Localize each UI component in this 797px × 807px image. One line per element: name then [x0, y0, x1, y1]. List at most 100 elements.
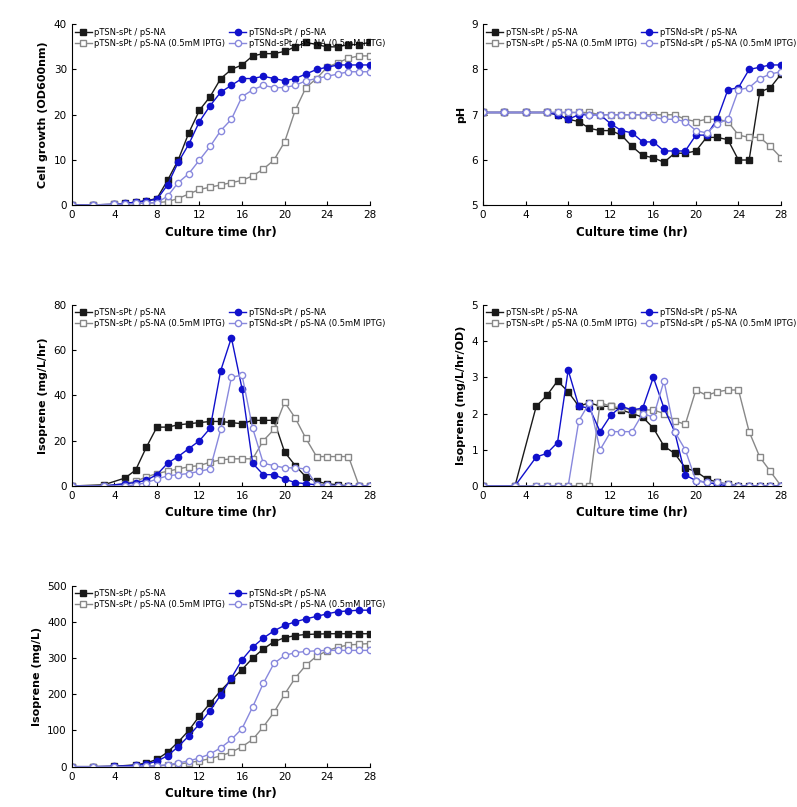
pTSN-sPt / pS-NA	[563, 387, 573, 397]
pTSNd-sPt / pS-NA	[248, 458, 257, 468]
pTSN-sPt / pS-NA (0.5mM IPTG)	[323, 452, 332, 462]
pTSN-sPt / pS-NA (0.5mM IPTG)	[323, 62, 332, 72]
pTSNd-sPt / pS-NA (0.5mM IPTG)	[365, 67, 375, 77]
pTSNd-sPt / pS-NA	[333, 481, 343, 491]
pTSNd-sPt / pS-NA (0.5mM IPTG)	[702, 478, 712, 487]
pTSN-sPt / pS-NA (0.5mM IPTG)	[713, 387, 722, 397]
pTSNd-sPt / pS-NA	[755, 481, 764, 491]
Legend: pTSN-sPt / pS-NA, pTSN-sPt / pS-NA (0.5mM IPTG), pTSNd-sPt / pS-NA, pTSNd-sPt / : pTSN-sPt / pS-NA, pTSN-sPt / pS-NA (0.5m…	[74, 307, 386, 329]
pTSNd-sPt / pS-NA	[333, 60, 343, 69]
pTSNd-sPt / pS-NA (0.5mM IPTG)	[174, 178, 183, 187]
Line: pTSNd-sPt / pS-NA (0.5mM IPTG): pTSNd-sPt / pS-NA (0.5mM IPTG)	[69, 647, 373, 770]
pTSN-sPt / pS-NA	[606, 126, 615, 136]
pTSN-sPt / pS-NA	[723, 135, 732, 144]
pTSNd-sPt / pS-NA	[184, 731, 194, 741]
pTSNd-sPt / pS-NA	[532, 452, 541, 462]
pTSNd-sPt / pS-NA	[734, 83, 744, 93]
pTSN-sPt / pS-NA	[691, 146, 701, 156]
pTSN-sPt / pS-NA	[206, 416, 215, 426]
pTSNd-sPt / pS-NA	[627, 128, 637, 138]
pTSN-sPt / pS-NA	[365, 37, 375, 47]
pTSN-sPt / pS-NA (0.5mM IPTG)	[365, 481, 375, 491]
pTSN-sPt / pS-NA (0.5mM IPTG)	[269, 155, 279, 165]
pTSNd-sPt / pS-NA (0.5mM IPTG)	[258, 679, 268, 688]
pTSNd-sPt / pS-NA	[585, 110, 595, 119]
pTSN-sPt / pS-NA	[269, 637, 279, 646]
pTSNd-sPt / pS-NA	[141, 475, 151, 485]
pTSN-sPt / pS-NA (0.5mM IPTG)	[553, 481, 563, 491]
Legend: pTSN-sPt / pS-NA, pTSN-sPt / pS-NA (0.5mM IPTG), pTSNd-sPt / pS-NA, pTSNd-sPt / : pTSN-sPt / pS-NA, pTSN-sPt / pS-NA (0.5m…	[485, 27, 797, 48]
pTSN-sPt / pS-NA	[184, 128, 194, 138]
pTSNd-sPt / pS-NA (0.5mM IPTG)	[520, 107, 530, 117]
pTSNd-sPt / pS-NA	[141, 759, 151, 769]
pTSN-sPt / pS-NA	[344, 40, 353, 49]
pTSN-sPt / pS-NA	[226, 418, 236, 428]
pTSNd-sPt / pS-NA (0.5mM IPTG)	[258, 458, 268, 468]
pTSNd-sPt / pS-NA (0.5mM IPTG)	[532, 481, 541, 491]
pTSN-sPt / pS-NA	[258, 48, 268, 58]
pTSNd-sPt / pS-NA	[184, 140, 194, 149]
pTSNd-sPt / pS-NA (0.5mM IPTG)	[216, 126, 226, 136]
pTSNd-sPt / pS-NA	[478, 481, 488, 491]
pTSN-sPt / pS-NA	[248, 653, 257, 663]
pTSN-sPt / pS-NA	[238, 60, 247, 69]
Line: pTSN-sPt / pS-NA (0.5mM IPTG): pTSN-sPt / pS-NA (0.5mM IPTG)	[480, 387, 784, 489]
pTSN-sPt / pS-NA (0.5mM IPTG)	[585, 481, 595, 491]
pTSN-sPt / pS-NA	[163, 176, 172, 186]
pTSN-sPt / pS-NA	[323, 629, 332, 638]
pTSNd-sPt / pS-NA	[510, 481, 520, 491]
pTSN-sPt / pS-NA	[194, 418, 204, 428]
pTSNd-sPt / pS-NA	[355, 605, 364, 615]
pTSNd-sPt / pS-NA (0.5mM IPTG)	[131, 199, 140, 208]
pTSNd-sPt / pS-NA	[226, 332, 236, 342]
pTSNd-sPt / pS-NA (0.5mM IPTG)	[290, 463, 300, 473]
pTSNd-sPt / pS-NA (0.5mM IPTG)	[152, 475, 162, 484]
pTSNd-sPt / pS-NA	[258, 72, 268, 82]
pTSN-sPt / pS-NA (0.5mM IPTG)	[691, 117, 701, 127]
pTSNd-sPt / pS-NA	[163, 751, 172, 761]
pTSN-sPt / pS-NA	[659, 441, 669, 451]
pTSNd-sPt / pS-NA	[238, 384, 247, 394]
pTSNd-sPt / pS-NA (0.5mM IPTG)	[333, 646, 343, 655]
pTSNd-sPt / pS-NA	[638, 137, 647, 147]
pTSN-sPt / pS-NA (0.5mM IPTG)	[131, 199, 140, 208]
Line: pTSNd-sPt / pS-NA (0.5mM IPTG): pTSNd-sPt / pS-NA (0.5mM IPTG)	[69, 69, 373, 208]
pTSNd-sPt / pS-NA (0.5mM IPTG)	[163, 471, 172, 481]
pTSNd-sPt / pS-NA (0.5mM IPTG)	[627, 110, 637, 119]
pTSNd-sPt / pS-NA	[67, 481, 77, 491]
pTSNd-sPt / pS-NA (0.5mM IPTG)	[280, 83, 289, 93]
pTSN-sPt / pS-NA (0.5mM IPTG)	[238, 742, 247, 751]
pTSN-sPt / pS-NA (0.5mM IPTG)	[163, 760, 172, 770]
pTSNd-sPt / pS-NA (0.5mM IPTG)	[585, 398, 595, 408]
pTSNd-sPt / pS-NA	[152, 194, 162, 204]
pTSNd-sPt / pS-NA	[595, 110, 605, 119]
pTSN-sPt / pS-NA	[141, 443, 151, 453]
pTSNd-sPt / pS-NA	[238, 655, 247, 665]
pTSNd-sPt / pS-NA	[365, 605, 375, 615]
pTSN-sPt / pS-NA	[520, 107, 530, 117]
pTSNd-sPt / pS-NA	[99, 481, 108, 491]
pTSNd-sPt / pS-NA (0.5mM IPTG)	[280, 650, 289, 660]
pTSNd-sPt / pS-NA	[312, 480, 321, 490]
pTSN-sPt / pS-NA (0.5mM IPTG)	[301, 83, 311, 93]
pTSNd-sPt / pS-NA	[520, 107, 530, 117]
pTSN-sPt / pS-NA (0.5mM IPTG)	[258, 165, 268, 174]
pTSN-sPt / pS-NA	[681, 148, 690, 158]
pTSN-sPt / pS-NA (0.5mM IPTG)	[766, 141, 775, 151]
pTSN-sPt / pS-NA (0.5mM IPTG)	[269, 424, 279, 434]
pTSN-sPt / pS-NA (0.5mM IPTG)	[163, 466, 172, 476]
pTSN-sPt / pS-NA	[542, 107, 552, 117]
pTSN-sPt / pS-NA	[478, 481, 488, 491]
pTSNd-sPt / pS-NA (0.5mM IPTG)	[606, 427, 615, 437]
pTSN-sPt / pS-NA (0.5mM IPTG)	[333, 58, 343, 68]
pTSNd-sPt / pS-NA	[702, 478, 712, 487]
pTSN-sPt / pS-NA	[163, 422, 172, 432]
pTSNd-sPt / pS-NA (0.5mM IPTG)	[659, 115, 669, 124]
pTSNd-sPt / pS-NA (0.5mM IPTG)	[131, 480, 140, 490]
pTSN-sPt / pS-NA (0.5mM IPTG)	[141, 199, 151, 208]
pTSN-sPt / pS-NA	[131, 197, 140, 207]
pTSN-sPt / pS-NA (0.5mM IPTG)	[174, 759, 183, 769]
pTSN-sPt / pS-NA	[301, 37, 311, 47]
pTSNd-sPt / pS-NA (0.5mM IPTG)	[163, 760, 172, 770]
pTSN-sPt / pS-NA	[131, 466, 140, 475]
